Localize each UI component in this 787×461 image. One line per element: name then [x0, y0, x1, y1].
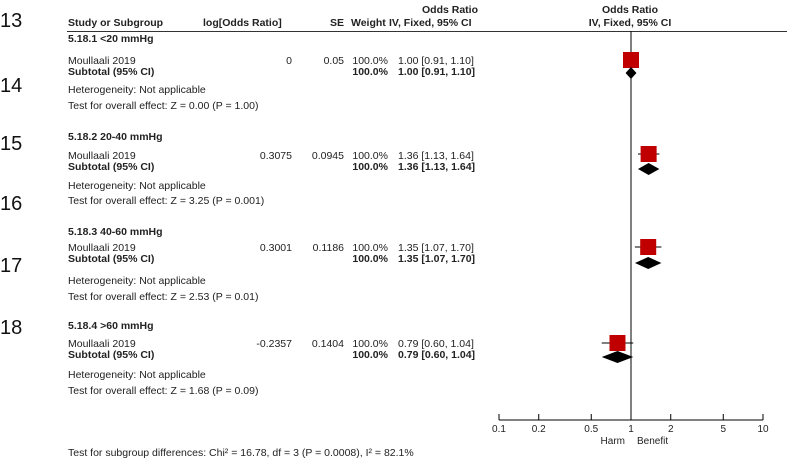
subtotal-weight: 100.0%	[352, 161, 388, 173]
ci-column-header: IV, Fixed, 95% CI	[389, 17, 472, 29]
x-axis-tick-label: 0.1	[492, 424, 506, 435]
x-axis-tick-label: 0.5	[584, 424, 598, 435]
weight-column-header: Weight	[351, 17, 386, 29]
ci-plot-header: IV, Fixed, 95% CI	[588, 17, 672, 29]
heterogeneity-text: Heterogeneity: Not applicable	[68, 180, 206, 192]
study-ci: 1.36 [1.13, 1.64]	[398, 150, 474, 162]
study-column-header: Study or Subgroup	[68, 17, 164, 29]
subtotal-diamond	[638, 163, 660, 175]
study-weight: 100.0%	[352, 55, 388, 67]
x-axis-tick-label: 1	[628, 424, 634, 435]
logor-column-header: log[Odds Ratio]	[203, 17, 282, 29]
or-header-top-right: Odds Ratio	[601, 4, 658, 16]
subgroup-title: 5.18.3 40-60 mmHg	[68, 226, 163, 238]
study-weight: 100.0%	[352, 338, 388, 350]
heterogeneity-text: Heterogeneity: Not applicable	[68, 84, 206, 96]
study-name: Moullaali 2019	[68, 242, 136, 254]
study-se: 0.0945	[311, 150, 344, 162]
subtotal-weight: 100.0%	[352, 253, 388, 265]
subtotal-diamond	[601, 351, 634, 363]
subtotal-ci: 1.00 [0.91, 1.10]	[398, 66, 476, 78]
x-axis-tick-label: 0.2	[532, 424, 546, 435]
line-number: 14	[0, 75, 23, 97]
subtotal-weight: 100.0%	[352, 349, 388, 361]
overall-effect-text: Test for overall effect: Z = 2.53 (P = 0…	[68, 291, 259, 303]
line-number: 17	[0, 255, 23, 277]
overall-effect-text: Test for overall effect: Z = 3.25 (P = 0…	[68, 195, 265, 207]
subtotal-ci: 1.35 [1.07, 1.70]	[398, 253, 476, 265]
overall-effect-text: Test for overall effect: Z = 1.68 (P = 0…	[68, 385, 259, 397]
study-weight: 100.0%	[352, 150, 388, 162]
study-logor: 0	[286, 55, 292, 67]
study-effect-square	[640, 146, 657, 162]
line-number: 16	[0, 193, 23, 215]
subtotal-diamond	[625, 67, 637, 79]
overall-effect-text: Test for overall effect: Z = 0.00 (P = 1…	[68, 100, 259, 112]
subgroup-differences-text: Test for subgroup differences: Chi² = 16…	[68, 447, 414, 459]
line-number: 13	[0, 10, 23, 32]
subtotal-ci: 1.36 [1.13, 1.64]	[398, 161, 476, 173]
study-logor: 0.3075	[259, 150, 292, 162]
study-ci: 0.79 [0.60, 1.04]	[398, 338, 474, 350]
study-name: Moullaali 2019	[68, 150, 136, 162]
study-effect-square	[623, 52, 639, 68]
heterogeneity-text: Heterogeneity: Not applicable	[68, 369, 206, 381]
favours-right-label: Benefit	[637, 436, 668, 447]
subgroup-title: 5.18.1 <20 mmHg	[68, 33, 154, 45]
study-se: 0.1186	[312, 242, 344, 254]
subtotal-label: Subtotal (95% CI)	[68, 66, 155, 78]
heterogeneity-text: Heterogeneity: Not applicable	[68, 275, 206, 287]
study-name: Moullaali 2019	[68, 55, 136, 67]
study-ci: 1.35 [1.07, 1.70]	[398, 242, 474, 254]
line-number: 18	[0, 317, 23, 339]
study-logor: -0.2357	[256, 338, 292, 350]
subgroup-title: 5.18.2 20-40 mmHg	[68, 131, 163, 143]
se-column-header: SE	[329, 17, 344, 29]
x-axis-tick-label: 5	[720, 424, 726, 435]
study-weight: 100.0%	[352, 242, 388, 254]
header-rule	[67, 31, 787, 32]
study-effect-square	[640, 239, 657, 255]
study-se: 0.05	[323, 55, 344, 67]
subtotal-diamond	[634, 257, 662, 269]
study-effect-square	[609, 335, 626, 351]
or-header-top-left: Odds Ratio	[421, 4, 478, 16]
x-axis-tick-label: 2	[668, 424, 674, 435]
subtotal-label: Subtotal (95% CI)	[68, 349, 155, 361]
study-name: Moullaali 2019	[68, 338, 136, 350]
subtotal-ci: 0.79 [0.60, 1.04]	[398, 349, 476, 361]
subtotal-label: Subtotal (95% CI)	[68, 253, 155, 265]
favours-left-label: Harm	[601, 436, 625, 447]
study-logor: 0.3001	[259, 242, 292, 254]
study-se: 0.1404	[311, 338, 344, 350]
study-ci: 1.00 [0.91, 1.10]	[398, 55, 474, 67]
subtotal-weight: 100.0%	[352, 66, 388, 78]
line-number: 15	[0, 133, 23, 155]
subtotal-label: Subtotal (95% CI)	[68, 161, 155, 173]
x-axis-tick-label: 10	[757, 424, 769, 435]
subgroup-title: 5.18.4 >60 mmHg	[68, 320, 154, 332]
